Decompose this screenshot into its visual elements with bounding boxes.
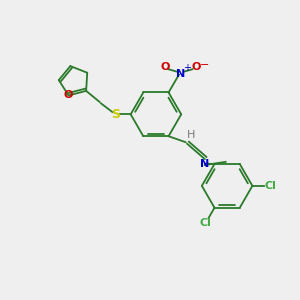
Text: O: O <box>64 90 73 100</box>
Text: N: N <box>176 69 185 79</box>
Text: O: O <box>160 62 170 73</box>
Text: H: H <box>186 130 195 140</box>
Text: −: − <box>200 60 209 70</box>
Text: O: O <box>191 62 201 73</box>
Text: +: + <box>183 63 191 73</box>
Text: Cl: Cl <box>264 181 276 191</box>
Text: Cl: Cl <box>200 218 211 228</box>
Text: S: S <box>111 108 120 121</box>
Text: N: N <box>200 159 209 169</box>
